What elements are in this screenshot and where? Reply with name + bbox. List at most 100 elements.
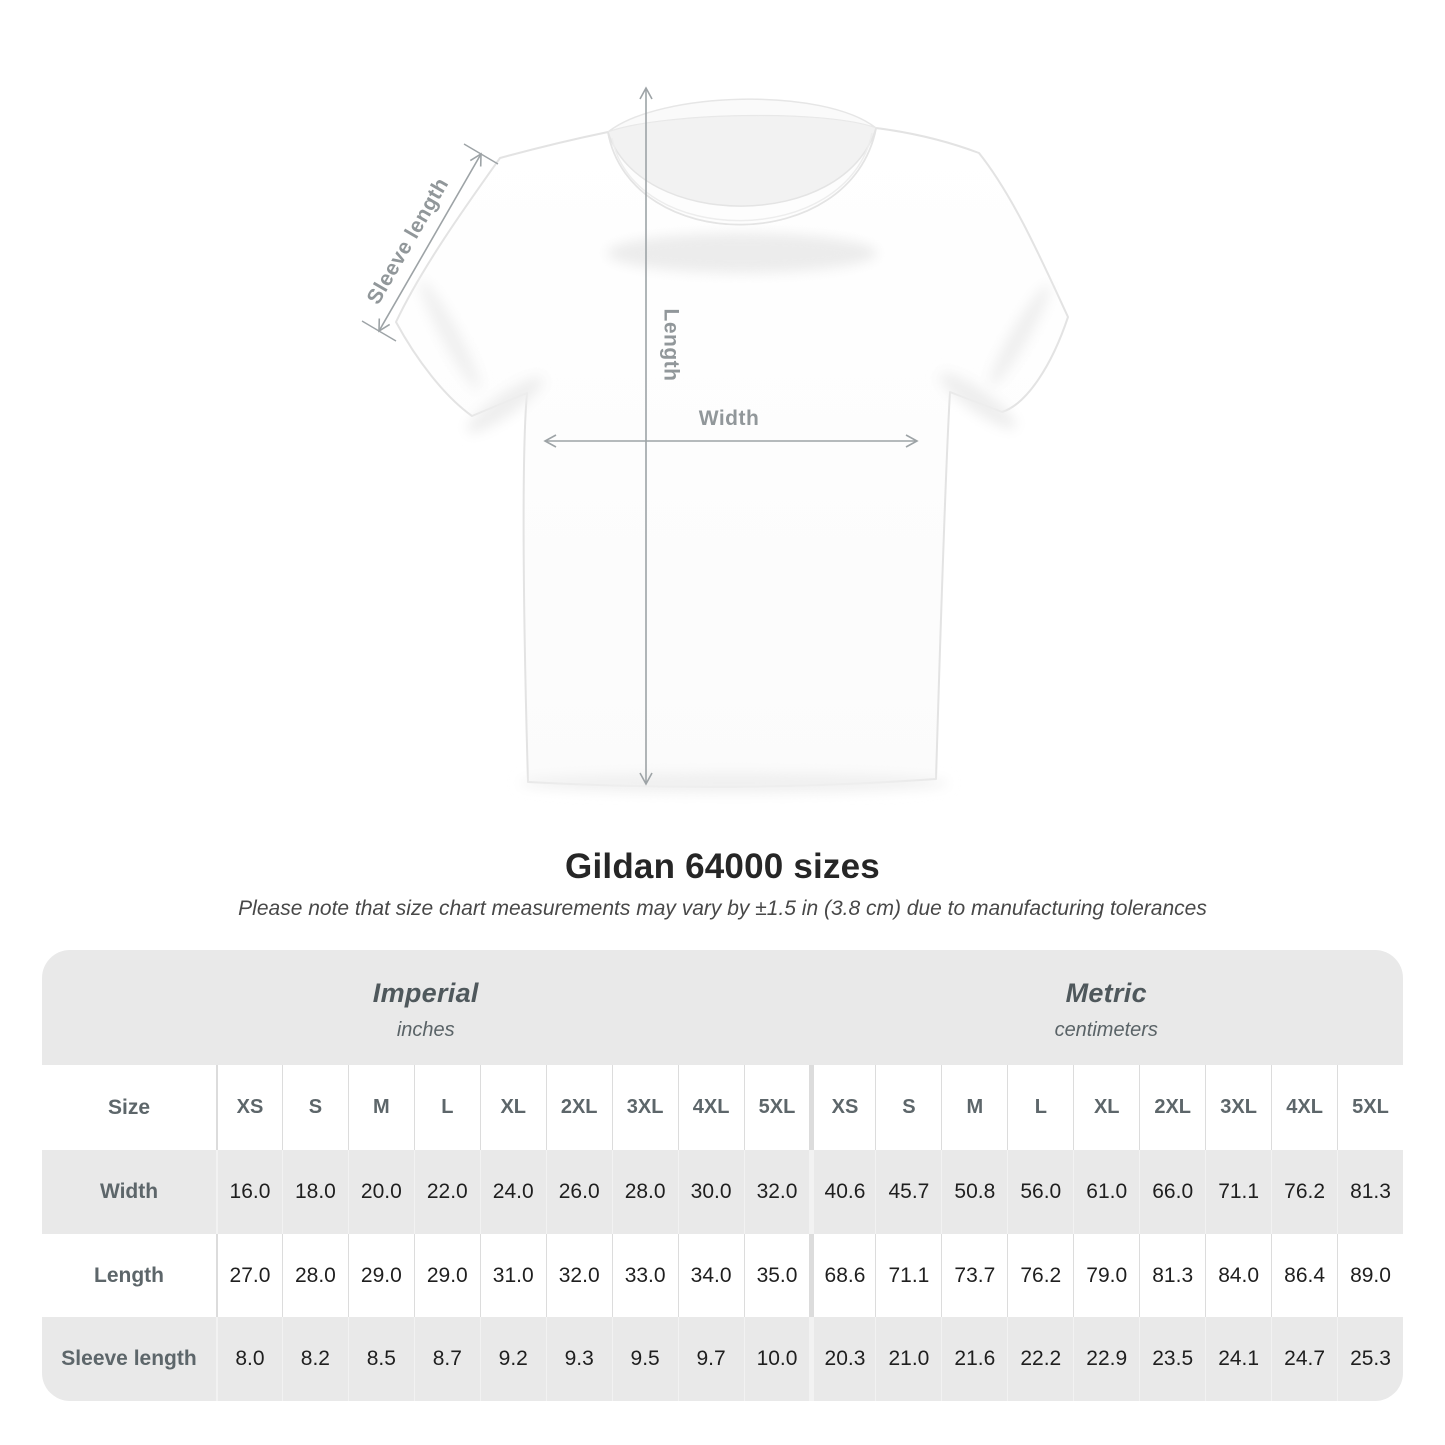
width-imperial-value: 18.0 (281, 1150, 348, 1234)
sleeve-length-imperial-value: 8.5 (347, 1317, 414, 1401)
sleeve-length-imperial-value: 8.7 (413, 1317, 480, 1401)
unit-section-header-row: Imperial inches Metric centimeters (42, 950, 1403, 1065)
sleeve-length-metric-value: 23.5 (1139, 1317, 1205, 1401)
length-metric-value: 81.3 (1139, 1234, 1205, 1317)
sleeve-length-imperial-value: 9.3 (545, 1317, 612, 1401)
length-imperial-value: 32.0 (545, 1234, 612, 1317)
width-row-label: Width (99, 1180, 159, 1203)
length-metric-value: 86.4 (1271, 1234, 1337, 1317)
width-metric-value: 76.2 (1271, 1150, 1337, 1234)
size-chart-table: Imperial inches Metric centimeters Size X… (42, 950, 1403, 1401)
length-metric-value: 79.0 (1073, 1234, 1139, 1317)
width-metric-value: 40.6 (809, 1150, 875, 1234)
length-metric-value: 73.7 (941, 1234, 1007, 1317)
length-imperial-value: 28.0 (281, 1234, 348, 1317)
length-metric-value: 76.2 (1007, 1234, 1073, 1317)
width-metric-value: 61.0 (1073, 1150, 1139, 1234)
sleeve-length-imperial-value: 9.7 (677, 1317, 744, 1401)
size-col-header-imperial-2xl: 2XL (545, 1065, 612, 1150)
tshirt-collar-ribbing (607, 127, 877, 226)
size-col-header-imperial-xl: XL (479, 1065, 546, 1150)
width-imperial-value: 22.0 (413, 1150, 480, 1234)
width-metric-value: 71.1 (1205, 1150, 1271, 1234)
length-imperial-value: 27.0 (216, 1234, 282, 1317)
size-col-header-imperial-4xl: 4XL (677, 1065, 744, 1150)
length-metric-value: 89.0 (1337, 1234, 1403, 1317)
tshirt-measurement-diagram: Sleeve length Length Width (330, 35, 1120, 835)
tshirt-body (395, 127, 1069, 788)
sleeve-tick-bottom (361, 320, 397, 342)
measurement-arrows (361, 86, 919, 786)
size-col-header-imperial-s: S (281, 1065, 348, 1150)
sleeve-length-imperial-value: 8.2 (281, 1317, 348, 1401)
length-imperial-value: 35.0 (743, 1234, 810, 1317)
imperial-section-header: Imperial inches (42, 950, 810, 1065)
sleeve-length-metric-value: 24.7 (1271, 1317, 1337, 1401)
tshirt-collar-seam (611, 132, 873, 222)
size-col-header-metric-3xl: 3XL (1205, 1065, 1271, 1150)
row-length: Length 27.0 28.0 29.0 29.0 31.0 32.0 33.0 34.0 35… (42, 1234, 1403, 1317)
width-metric-value: 56.0 (1007, 1150, 1073, 1234)
sleeve-length-metric-value: 25.3 (1337, 1317, 1403, 1401)
size-col-header-imperial-3xl: 3XL (611, 1065, 678, 1150)
size-corner-label: Size (107, 1095, 151, 1119)
length-imperial-value: 34.0 (677, 1234, 744, 1317)
sleeve-length-metric-value: 24.1 (1205, 1317, 1271, 1401)
length-label: Length (660, 309, 683, 382)
width-metric-value: 66.0 (1139, 1150, 1205, 1234)
sleeve-length-metric-value: 20.3 (809, 1317, 875, 1401)
metric-section-label: Metric (1065, 977, 1147, 1008)
width-imperial-value: 20.0 (347, 1150, 414, 1234)
size-col-header-imperial-m: M (347, 1065, 414, 1150)
size-col-header-metric-2xl: 2XL (1139, 1065, 1205, 1150)
length-metric-value: 71.1 (875, 1234, 941, 1317)
tolerance-note: Please note that size chart measurements… (238, 897, 1207, 920)
sleeve-length-metric-value: 22.2 (1007, 1317, 1073, 1401)
sleeve-length-metric-value: 21.6 (941, 1317, 1007, 1401)
sleeve-length-imperial-value: 10.0 (743, 1317, 810, 1401)
metric-section-header: Metric centimeters (810, 950, 1404, 1065)
size-col-header-metric-l: L (1007, 1065, 1073, 1150)
sleeve-length-arrow (378, 152, 482, 333)
size-col-header-metric-m: M (941, 1065, 1007, 1150)
imperial-section-unit: inches (396, 1018, 455, 1041)
length-imperial-value: 29.0 (347, 1234, 414, 1317)
width-imperial-value: 24.0 (479, 1150, 546, 1234)
page-title: Gildan 64000 sizes (565, 847, 880, 886)
size-header-row: Size XS S M L XL 2XL 3XL 4XL 5XL XS S M L XL 2XL 3XL 4XL 5… (42, 1065, 1403, 1150)
width-imperial-value: 32.0 (743, 1150, 810, 1234)
length-imperial-value: 29.0 (413, 1234, 480, 1317)
width-label: Width (699, 407, 760, 430)
sleeve-length-row-label: Sleeve length (61, 1347, 197, 1370)
metric-section-unit: centimeters (1054, 1018, 1158, 1041)
row-width: Width 16.0 18.0 20.0 22.0 24.0 26.0 28.0 30.0 32.… (42, 1150, 1403, 1234)
size-col-header-imperial-xs: XS (216, 1065, 282, 1150)
sleeve-length-metric-value: 22.9 (1073, 1317, 1139, 1401)
size-col-header-metric-4xl: 4XL (1271, 1065, 1337, 1150)
width-imperial-value: 30.0 (677, 1150, 744, 1234)
size-col-header-metric-xl: XL (1073, 1065, 1139, 1150)
size-col-header-imperial-5xl: 5XL (743, 1065, 810, 1150)
sleeve-length-imperial-value: 9.5 (611, 1317, 678, 1401)
length-metric-value: 84.0 (1205, 1234, 1271, 1317)
length-imperial-value: 31.0 (479, 1234, 546, 1317)
sleeve-tick-top (463, 143, 499, 165)
size-col-header-metric-xs: XS (809, 1065, 875, 1150)
imperial-section-label: Imperial (372, 977, 479, 1008)
length-metric-value: 68.6 (809, 1234, 875, 1317)
size-col-header-imperial-l: L (413, 1065, 480, 1150)
width-metric-value: 50.8 (941, 1150, 1007, 1234)
size-col-header-metric-5xl: 5XL (1337, 1065, 1403, 1150)
length-row-label: Length (94, 1263, 164, 1287)
width-imperial-value: 28.0 (611, 1150, 678, 1234)
width-metric-value: 45.7 (875, 1150, 941, 1234)
width-imperial-value: 26.0 (545, 1150, 612, 1234)
row-sleeve-length: Sleeve length 8.0 8.2 8.5 8.7 9.2 9.3 9.5 9.7 10.… (42, 1317, 1403, 1401)
sleeve-length-imperial-value: 8.0 (216, 1317, 282, 1401)
sleeve-length-imperial-value: 9.2 (479, 1317, 546, 1401)
width-metric-value: 81.3 (1337, 1150, 1403, 1234)
tshirt-illustration: Sleeve length Length Width (361, 86, 1069, 793)
length-imperial-value: 33.0 (611, 1234, 678, 1317)
width-imperial-value: 16.0 (216, 1150, 282, 1234)
